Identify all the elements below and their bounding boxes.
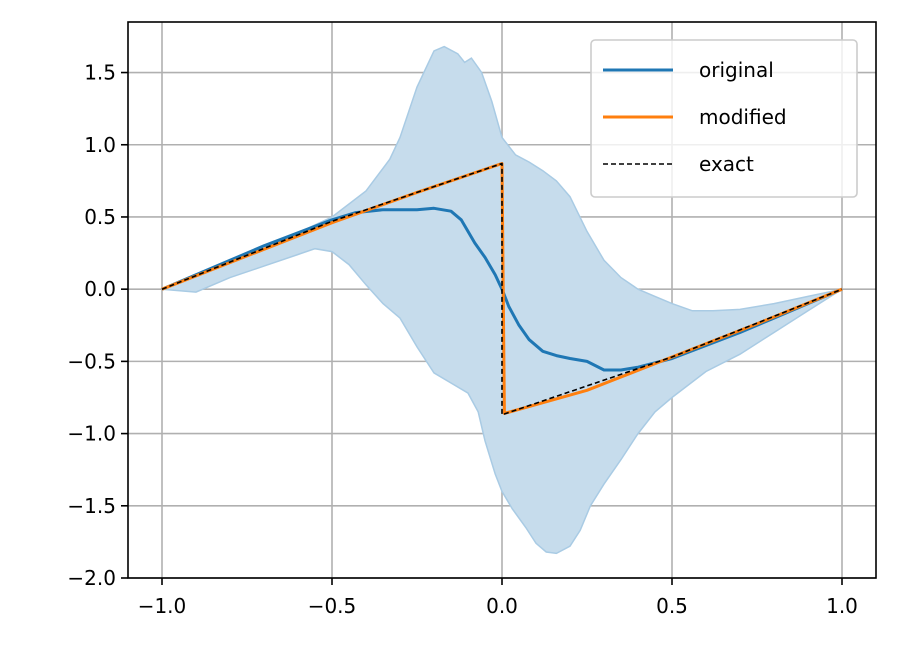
y-tick-label-7: −2.0 (67, 566, 116, 590)
x-tick-label-0: −1.0 (138, 594, 187, 618)
legend-label-exact: exact (699, 152, 754, 176)
x-tick-label-4: 1.0 (826, 594, 858, 618)
y-tick-label-5: −1.0 (67, 422, 116, 446)
legend-box (590, 39, 858, 198)
y-tick-label-3: 0.0 (84, 277, 116, 301)
legend-label-modified: modified (699, 105, 787, 129)
series-lines (161, 162, 843, 416)
x-tick-label-1: −0.5 (308, 594, 357, 618)
y-tick-label-0: 1.5 (84, 61, 116, 85)
legend: original modified exact (590, 39, 858, 198)
y-axis-ticks: 1.5 1.0 0.5 0.0 −0.5 −1.0 −1.5 −2.0 (67, 61, 128, 590)
x-axis-ticks: −1.0 −0.5 0.0 0.5 1.0 (138, 578, 858, 618)
y-tick-label-4: −0.5 (67, 349, 116, 373)
y-tick-label-1: 1.0 (84, 133, 116, 157)
legend-label-original: original (699, 58, 774, 82)
x-tick-label-2: 0.0 (486, 594, 518, 618)
x-tick-label-3: 0.5 (656, 594, 688, 618)
y-tick-label-2: 0.5 (84, 205, 116, 229)
y-tick-label-6: −1.5 (67, 494, 116, 518)
series-line-exact (161, 162, 843, 416)
